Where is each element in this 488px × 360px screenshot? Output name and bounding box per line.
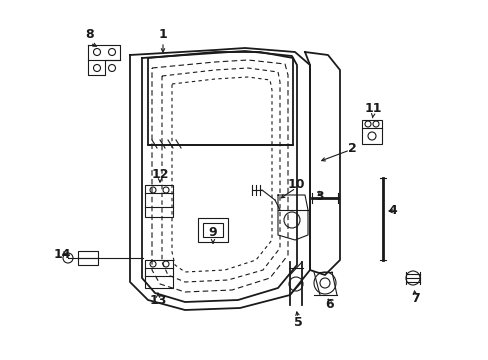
Text: 1: 1: [158, 28, 167, 41]
Text: 9: 9: [208, 225, 217, 238]
Bar: [78, 251, 98, 265]
Text: 13: 13: [149, 293, 166, 306]
Bar: [145, 260, 173, 288]
Bar: [145, 185, 173, 217]
Text: 11: 11: [364, 102, 381, 114]
Text: 7: 7: [410, 292, 419, 305]
Bar: [198, 218, 227, 242]
Text: 4: 4: [388, 203, 397, 216]
Text: 14: 14: [53, 248, 71, 261]
Text: 3: 3: [315, 189, 324, 202]
Bar: [203, 223, 223, 237]
Text: 6: 6: [325, 298, 334, 311]
Text: 8: 8: [85, 28, 94, 41]
Text: 2: 2: [347, 141, 356, 154]
Bar: [361, 120, 381, 144]
Text: 12: 12: [151, 168, 168, 181]
Text: 5: 5: [293, 315, 302, 328]
Text: 10: 10: [286, 179, 304, 192]
